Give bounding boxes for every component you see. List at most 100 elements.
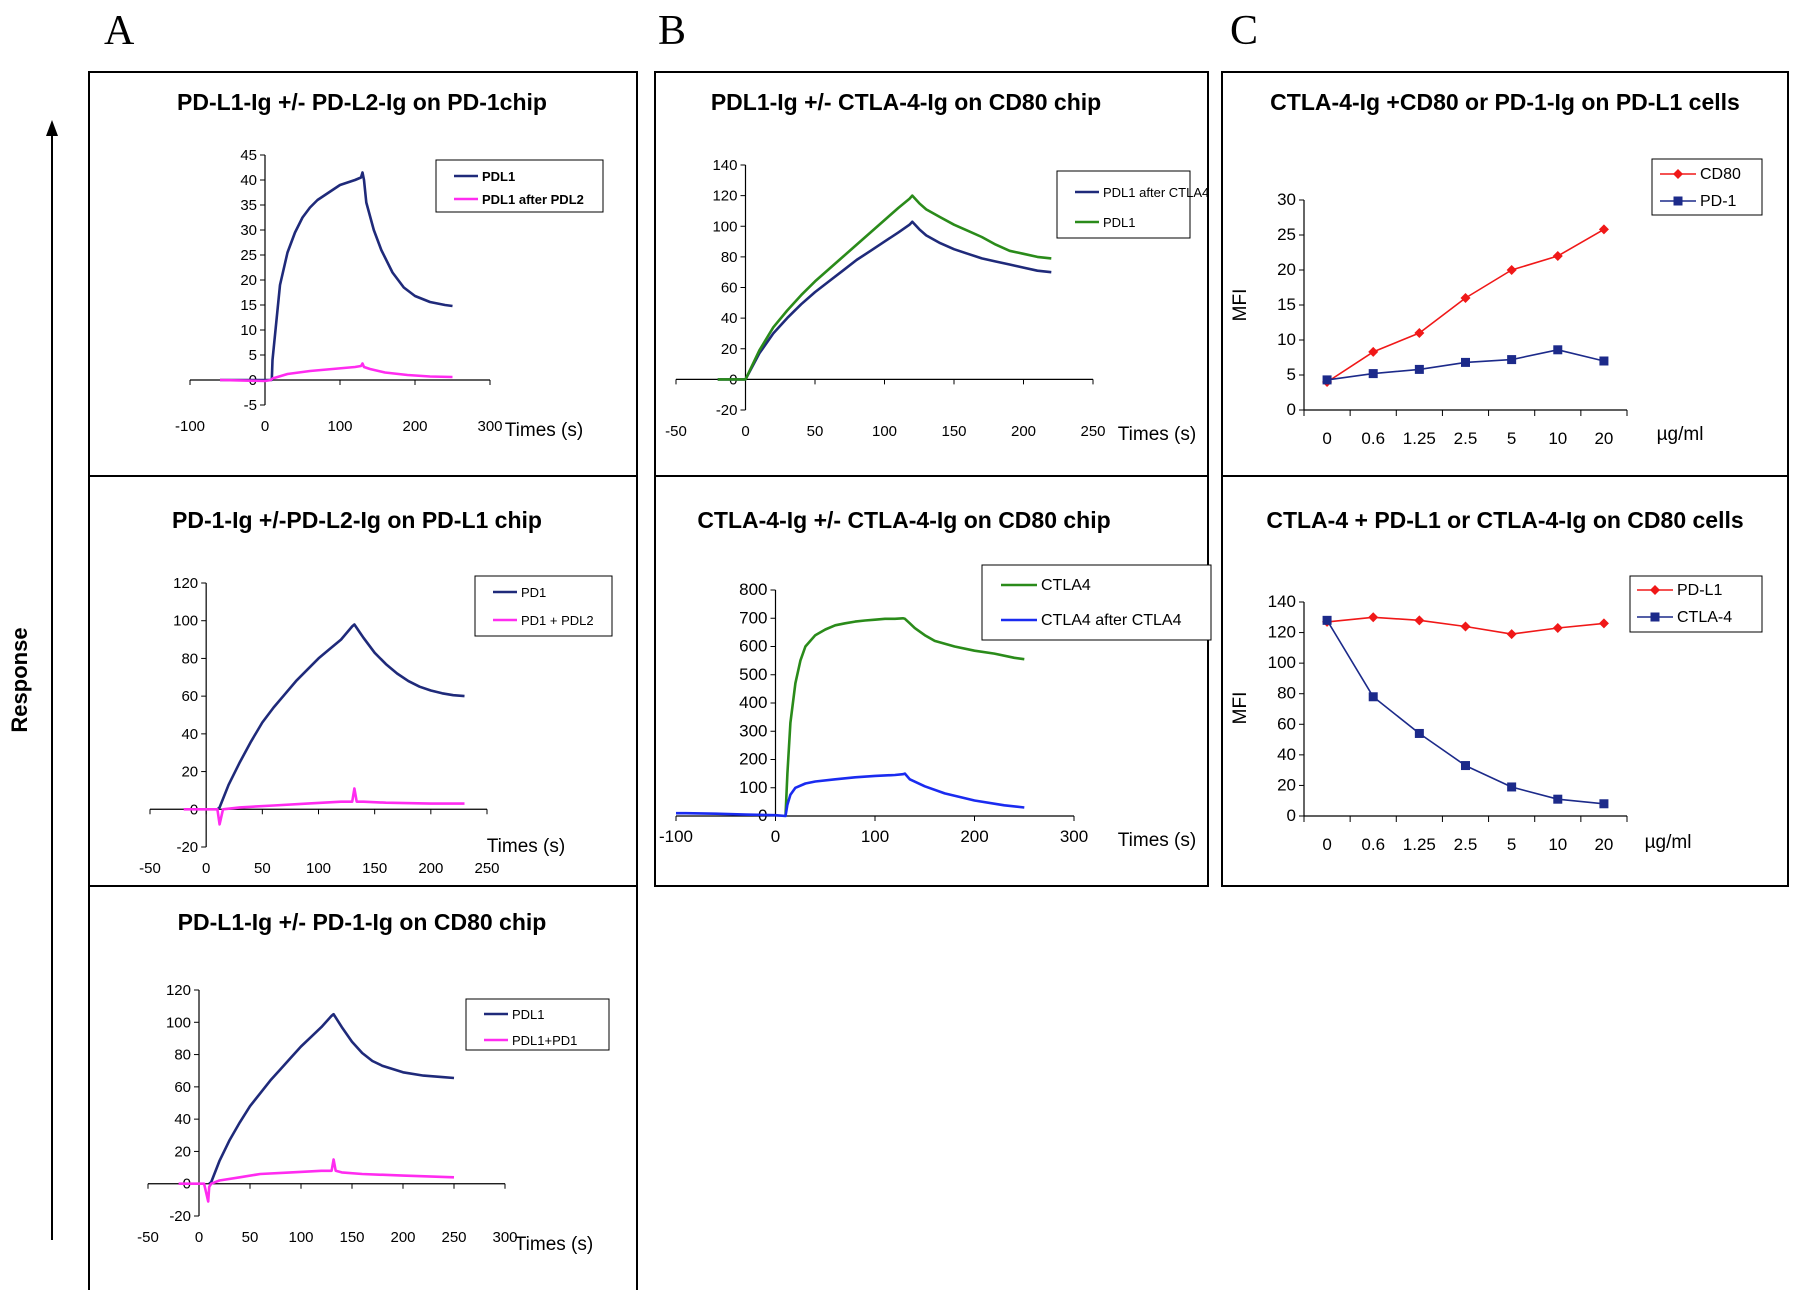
y-tick-label: 140 [1268, 592, 1296, 611]
chart-title: CTLA-4-Ig +/- CTLA-4-Ig on CD80 chip [697, 507, 1110, 533]
y-tick-label: -5 [244, 397, 257, 414]
y-tick-label: 40 [181, 726, 198, 743]
x-tick-label: 0 [195, 1229, 203, 1246]
y-tick-label: 35 [240, 197, 257, 214]
y-tick-label: 20 [1277, 775, 1296, 794]
x-axis-label: µg/ml [1645, 832, 1692, 853]
x-tick-label: 250 [441, 1229, 466, 1246]
series-line [784, 616, 1025, 817]
chart-a1: PD-L1-Ig +/- PD-L2-Ig on PD-1chip -50 5 10 1… [175, 89, 604, 441]
x-tick-label: 100 [306, 860, 331, 877]
x-tick-label: 0 [261, 418, 269, 435]
data-point-square [1507, 355, 1517, 365]
y-tick-label: 15 [240, 297, 257, 314]
series-line [717, 220, 1052, 381]
y-tick-label: 5 [1287, 365, 1296, 384]
x-tick-label: 50 [242, 1229, 259, 1246]
y-tick-label: 60 [174, 1079, 191, 1096]
chart-title: PD-1-Ig +/-PD-L2-Ig on PD-L1 chip [172, 507, 542, 533]
chart-title: PD-L1-Ig +/- PD-L2-Ig on PD-1chip [177, 89, 547, 115]
panel-letter-c: C [1230, 8, 1258, 54]
data-point-square [1553, 345, 1563, 355]
y-tick-label: 40 [1277, 745, 1296, 764]
y-tick-label: 60 [1277, 714, 1296, 733]
data-point-diamond [1506, 265, 1517, 275]
y-tick-label: -20 [176, 839, 198, 856]
x-tick-label: 0 [1322, 429, 1331, 448]
x-tick-label: 1.25 [1403, 429, 1436, 448]
legend-box [1056, 170, 1191, 239]
y-tick-label: 80 [174, 1047, 191, 1064]
x-tick-label: 300 [492, 1229, 517, 1246]
legend-marker-square [1650, 612, 1660, 622]
x-tick-label: 0 [741, 423, 749, 440]
series-line [219, 362, 453, 383]
legend-label: PDL1 [1103, 215, 1136, 230]
legend-label: PDL1 [482, 169, 515, 184]
y-axis-label: MFI [1230, 289, 1251, 322]
x-axis-label: Times (s) [1118, 830, 1196, 851]
legend-label: PD-1 [1700, 193, 1737, 210]
y-tick-label: 120 [173, 575, 198, 592]
x-tick-label: 300 [477, 418, 502, 435]
y-tick-label: 30 [240, 222, 257, 239]
y-tick-label: 5 [249, 347, 257, 364]
series-line [717, 194, 1052, 381]
legend-label: PDL1 after CTLA4 [1103, 185, 1209, 200]
y-tick-label: 80 [1277, 684, 1296, 703]
y-tick-label: 0 [1287, 400, 1296, 419]
legend-marker-diamond [1673, 169, 1683, 179]
chart-c1: CTLA-4-Ig +CD80 or PD-1-Ig on PD-L1 cell… [1230, 89, 1763, 448]
x-tick-label: 150 [362, 860, 387, 877]
x-tick-label: -100 [175, 418, 205, 435]
x-tick-label: -50 [139, 860, 161, 877]
x-tick-label: -50 [665, 423, 687, 440]
data-point-square [1322, 375, 1332, 385]
data-point-square [1461, 761, 1470, 771]
x-tick-label: 250 [474, 860, 499, 877]
data-point-square [1414, 364, 1424, 374]
legend-label: PDL1 after PDL2 [482, 192, 584, 207]
x-tick-label: 100 [327, 418, 352, 435]
x-axis-label: Times (s) [487, 836, 565, 857]
panel-frames [88, 71, 1789, 1290]
y-tick-label: -20 [716, 402, 738, 419]
series-line [1326, 619, 1604, 805]
legend-label: CTLA-4 [1677, 609, 1732, 626]
y-tick-label: 30 [1277, 190, 1296, 209]
x-tick-label: 200 [418, 860, 443, 877]
legend-label: PD1 [521, 585, 546, 600]
y-tick-label: 10 [1277, 330, 1296, 349]
data-point-square [1599, 356, 1609, 366]
y-tick-label: 100 [739, 778, 767, 797]
y-tick-label: 500 [739, 665, 767, 684]
x-tick-label: 20 [1594, 835, 1613, 854]
x-tick-label: 200 [390, 1229, 415, 1246]
x-tick-label: -50 [137, 1229, 159, 1246]
x-tick-label: 0.6 [1361, 835, 1385, 854]
data-point-square [1368, 369, 1378, 379]
legend-box [981, 564, 1212, 641]
x-tick-label: 300 [1060, 827, 1088, 846]
y-tick-label: -20 [169, 1208, 191, 1225]
chart-a3: PD-L1-Ig +/- PD-1-Ig on CD80 chip -200 20 4… [137, 909, 610, 1255]
data-point-diamond [1552, 251, 1563, 261]
x-axis-label: Times (s) [505, 420, 583, 441]
y-tick-label: 80 [721, 249, 738, 266]
x-tick-label: 250 [1080, 423, 1105, 440]
legend-label: PD-L1 [1677, 582, 1722, 599]
y-tick-label: 60 [721, 280, 738, 297]
chart-a2: PD-1-Ig +/-PD-L2-Ig on PD-L1 chip -200 20 4… [139, 507, 613, 877]
legend-label: PDL1+PD1 [512, 1033, 577, 1048]
x-tick-label: 200 [402, 418, 427, 435]
data-point-diamond [1414, 615, 1425, 626]
y-tick-label: 25 [1277, 225, 1296, 244]
x-tick-label: 100 [872, 423, 897, 440]
y-tick-label: 700 [739, 608, 767, 627]
legend-label: CTLA4 [1041, 577, 1091, 594]
chart-title: CTLA-4 + PD-L1 or CTLA-4-Ig on CD80 cell… [1266, 507, 1743, 533]
legend-label: CTLA4 after CTLA4 [1041, 612, 1182, 629]
y-tick-label: 100 [1268, 653, 1296, 672]
y-tick-label: 60 [181, 688, 198, 705]
